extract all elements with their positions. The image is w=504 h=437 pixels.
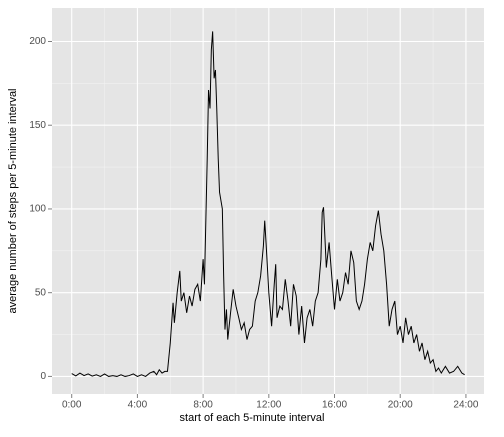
x-tick-label: 4:00	[128, 400, 148, 411]
y-tick-label: 150	[29, 120, 46, 131]
x-tick-label: 8:00	[193, 400, 213, 411]
y-tick-label: 200	[29, 36, 46, 47]
y-tick-label: 100	[29, 204, 46, 215]
x-tick-label: 16:00	[322, 400, 347, 411]
x-tick-label: 24:00	[453, 400, 478, 411]
x-tick-label: 12:00	[256, 400, 281, 411]
panel	[52, 8, 484, 394]
line	[71, 31, 465, 377]
y-tick-label: 0	[40, 371, 46, 382]
x-tick-label: 0:00	[62, 400, 82, 411]
y-axis-label: average number of steps per 5-minute int…	[7, 88, 19, 313]
x-axis-label: start of each 5-minute interval	[180, 412, 325, 424]
x-tick-label: 20:00	[388, 400, 413, 411]
y-tick-label: 50	[35, 287, 47, 298]
